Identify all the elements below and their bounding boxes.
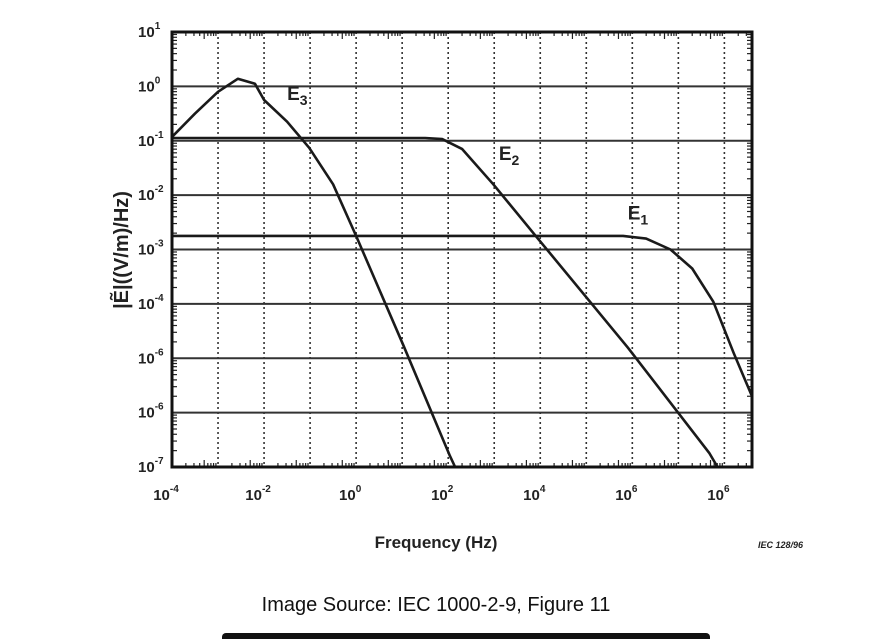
x-tick-label: 102: [431, 484, 454, 504]
series-line-e1: [172, 234, 754, 397]
series-label-subscript: 1: [640, 212, 648, 228]
series-label-subscript: 3: [300, 92, 308, 108]
y-tick-label: 10-6: [138, 402, 164, 422]
x-tick-label: 10-2: [245, 484, 271, 504]
y-tick-label: 10-3: [138, 239, 164, 259]
y-tick-label: 10-7: [138, 456, 164, 476]
y-tick-label: 10-6: [138, 347, 164, 367]
series-label-e3: E3: [287, 84, 308, 108]
y-tick-label: 10-2: [138, 184, 164, 204]
x-tick-label: 104: [523, 484, 546, 504]
y-tick-label: 100: [138, 75, 161, 95]
bottom-bar: [222, 633, 710, 639]
x-tick-label: 106: [615, 484, 638, 504]
series-label-e2: E2: [499, 144, 520, 168]
y-tick-label: 10-1: [138, 130, 164, 150]
series-label-main: E: [499, 144, 512, 165]
x-tick-labels: 10-4 10-2 100 102 104 106 106: [153, 484, 730, 504]
figure-id-annotation: IEC 128/96: [758, 540, 804, 550]
series-label-e1: E1: [628, 204, 649, 228]
grid: [172, 32, 752, 467]
series-label-subscript: 2: [512, 152, 520, 168]
x-axis-label: Frequency (Hz): [375, 533, 498, 552]
plot-frame: [170, 30, 754, 469]
series-line-e3: [171, 77, 457, 468]
series-line-e2: [172, 136, 719, 468]
x-tick-label: 106: [707, 484, 730, 504]
y-tick-labels: 101 100 10-1 10-2 10-3 10-4 10-6 10-6 10-7: [138, 21, 164, 476]
series-label-main: E: [287, 84, 300, 105]
series-label-main: E: [628, 204, 641, 225]
image-source-caption: Image Source: IEC 1000-2-9, Figure 11: [261, 594, 611, 616]
y-tick-label: 101: [138, 21, 161, 41]
x-tick-label: 100: [339, 484, 362, 504]
y-axis-label: |Ẽ|((V/m)/Hz): [110, 191, 133, 309]
y-tick-label: 10-4: [138, 293, 164, 313]
x-tick-label: 10-4: [153, 484, 179, 504]
